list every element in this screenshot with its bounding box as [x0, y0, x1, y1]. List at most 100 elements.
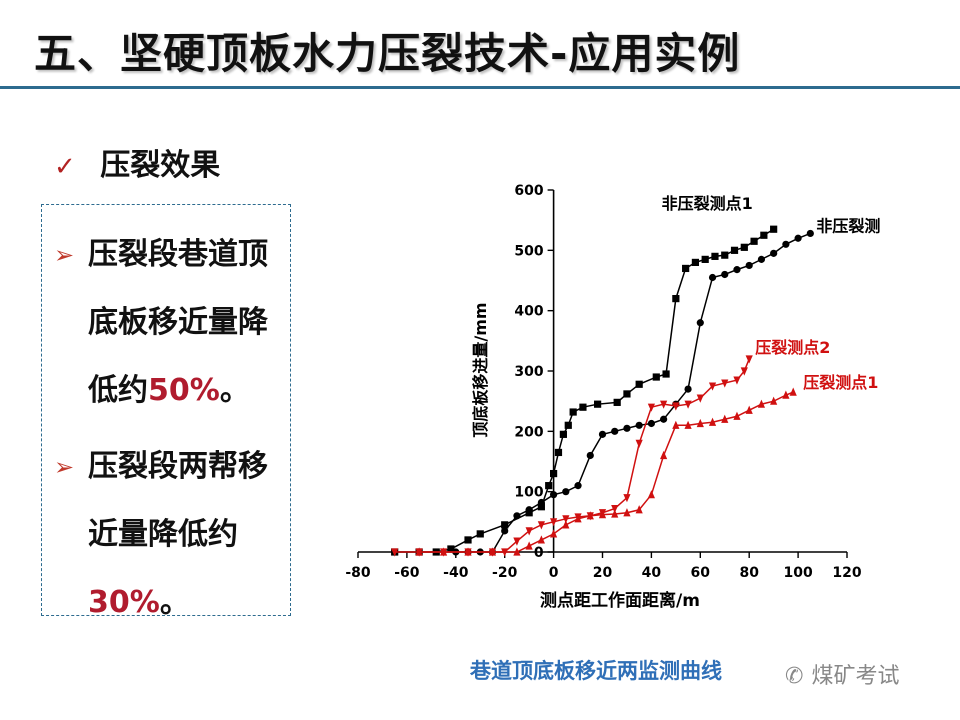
data-point: [708, 273, 717, 282]
data-point: [559, 430, 567, 438]
data-point: [574, 482, 582, 490]
series-line-1: [394, 228, 775, 553]
data-point: [488, 547, 497, 556]
data-point: [579, 403, 587, 411]
y-axis-label: 顶底板移进量/mm: [471, 302, 490, 437]
data-point: [513, 512, 521, 520]
data-point: [525, 506, 533, 514]
section-heading: ✓ 压裂效果: [54, 140, 220, 184]
data-point: [537, 503, 545, 511]
series-label-4: 压裂测点1: [803, 373, 878, 392]
chart-caption: 巷道顶底板移近两监测曲线: [470, 659, 722, 683]
data-point: [733, 376, 741, 385]
data-point: [391, 548, 399, 557]
x-tick-label: 60: [691, 565, 711, 581]
bullet-2-text: 压裂段两帮移近量降低约: [88, 449, 268, 552]
data-point: [611, 504, 619, 514]
data-point: [672, 420, 680, 429]
data-point: [545, 482, 553, 490]
data-point: [537, 535, 545, 544]
data-point: [770, 249, 778, 257]
data-point: [672, 295, 680, 303]
data-point: [770, 225, 778, 233]
data-point: [562, 488, 570, 496]
data-point: [586, 451, 594, 460]
data-point: [635, 505, 643, 514]
chart-series: 非压裂测点1 非压裂测点2 压裂测点2 压裂测点1: [391, 194, 880, 557]
data-point: [660, 415, 668, 423]
data-point: [760, 231, 768, 239]
data-point: [782, 390, 790, 399]
data-point: [564, 421, 572, 429]
data-point: [696, 418, 704, 428]
data-point: [757, 399, 766, 408]
data-point: [770, 396, 778, 405]
data-point: [574, 514, 582, 523]
data-point: [721, 414, 729, 423]
data-point: [647, 419, 655, 428]
x-tick-label: 20: [593, 565, 613, 581]
x-tick-label: -60: [394, 565, 420, 581]
arrow-right-icon: ➢: [54, 241, 75, 269]
data-point: [513, 537, 521, 546]
data-point: [554, 448, 563, 457]
y-tick-label: 400: [514, 304, 543, 320]
data-point: [611, 509, 619, 518]
data-point: [708, 382, 717, 391]
watermark: ✆ 煤矿考试: [785, 658, 899, 690]
series-label-1: 非压裂测点1: [662, 194, 753, 213]
series-label-3: 压裂测点2: [755, 338, 830, 357]
x-tick-label: 40: [642, 565, 662, 581]
data-point: [611, 427, 619, 435]
data-point: [733, 266, 741, 274]
data-point: [635, 380, 643, 388]
data-point: [550, 518, 558, 527]
data-point: [721, 379, 729, 388]
bullet-item-2: ➢ 压裂段两帮移近量降低约 30%。: [54, 433, 290, 637]
series-line-2: [455, 232, 811, 553]
data-point: [745, 261, 753, 270]
data-point: [757, 255, 766, 263]
x-tick-label: -40: [443, 565, 469, 581]
data-point: [569, 408, 577, 416]
x-tick-label: -80: [345, 565, 371, 581]
data-point: [594, 400, 602, 408]
data-point: [789, 387, 797, 396]
data-point: [623, 390, 631, 398]
bullet-1-value: 50%: [148, 373, 220, 408]
watermark-text: 煤矿考试: [811, 664, 900, 689]
data-point: [647, 403, 655, 412]
data-point: [586, 511, 594, 520]
data-point: [696, 319, 704, 327]
data-point: [740, 367, 748, 376]
x-tick-label: 100: [783, 565, 812, 581]
x-tick-label: -20: [492, 565, 518, 581]
data-point: [652, 373, 660, 381]
data-point: [806, 229, 814, 238]
data-point: [513, 547, 521, 556]
data-point: [745, 405, 753, 414]
data-point: [635, 421, 643, 429]
data-point: [550, 469, 558, 478]
bullet-2-suffix: 。: [159, 585, 190, 620]
y-tick-label: 500: [514, 243, 543, 259]
data-point: [708, 417, 717, 426]
data-point: [682, 264, 690, 273]
y-tick-label: 200: [514, 424, 543, 440]
data-point: [672, 402, 680, 411]
data-point: [415, 547, 423, 556]
x-tick-label: 80: [739, 565, 759, 581]
bullet-1-text: 压裂段巷道顶底板移近量降低约: [88, 237, 268, 408]
page-title: 五、坚硬顶板水力压裂技术-应用实例: [34, 29, 741, 78]
arrow-right-icon: ➢: [54, 453, 75, 481]
data-point: [464, 536, 472, 544]
data-point: [598, 509, 607, 519]
data-point: [745, 355, 753, 364]
series-line-4: [419, 391, 794, 553]
data-point: [550, 529, 558, 538]
data-point: [730, 246, 739, 254]
data-point: [721, 270, 729, 279]
data-point: [660, 450, 668, 460]
data-point: [623, 508, 631, 517]
data-point: [684, 400, 692, 409]
